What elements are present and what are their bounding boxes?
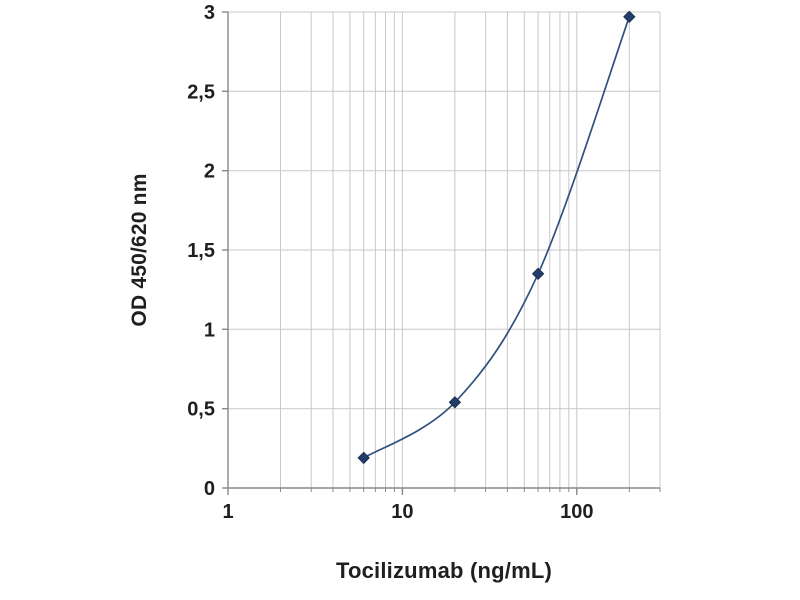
series-line bbox=[363, 16, 631, 459]
data-point-marker bbox=[531, 267, 545, 281]
y-axis-title: OD 450/620 nm bbox=[128, 173, 151, 327]
y-tick-label: 2,5 bbox=[187, 81, 215, 103]
y-tick-label: 0 bbox=[204, 478, 215, 500]
y-tick-label: 3 bbox=[204, 2, 215, 24]
y-tick-label: 1 bbox=[204, 319, 215, 341]
x-tick-label: 100 bbox=[560, 501, 593, 523]
y-tick-label: 1,5 bbox=[187, 240, 215, 262]
y-tick-label: 2 bbox=[204, 161, 215, 183]
data-point-marker bbox=[448, 396, 462, 409]
x-axis-title: Tocilizumab (ng/mL) bbox=[335, 558, 553, 583]
data-point-marker bbox=[357, 451, 370, 465]
y-tick-label: 0,5 bbox=[187, 399, 215, 421]
data-point-marker bbox=[623, 10, 636, 24]
x-tick-label: 1 bbox=[222, 501, 233, 523]
x-tick-label: 10 bbox=[391, 501, 413, 523]
